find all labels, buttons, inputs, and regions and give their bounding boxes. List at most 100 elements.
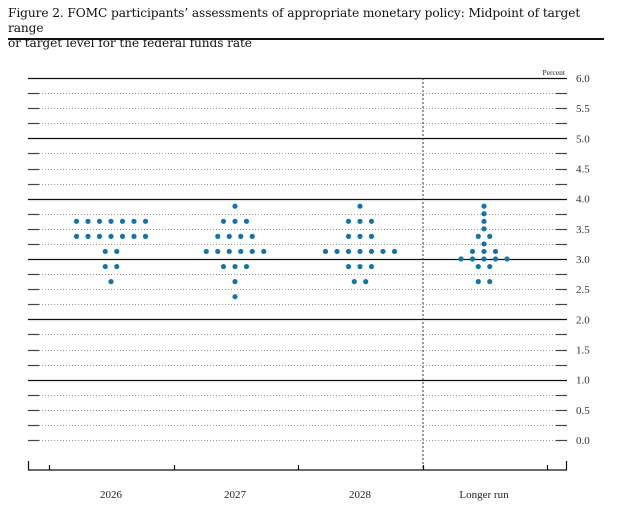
participant-dot [351,279,357,285]
participant-dot [102,248,108,255]
participant-dot [475,263,481,270]
y-tick-label: 5.5 [576,103,590,115]
participant-dot [232,294,238,300]
y-tick-label: 3.0 [576,254,590,266]
participant-dot [475,233,481,239]
dot-group-2026 [73,218,149,285]
participant-dot [232,263,238,270]
participant-dot [481,218,487,224]
y-axis-labels: 0.0 0.5 1.0 1.5 2.0 2.5 3.0 3.5 4.0 4.5 5.0 5.5 6.0 [576,73,590,447]
participant-dot [487,279,493,285]
participant-dot [85,218,91,224]
participant-dot [243,218,250,224]
participant-dot [492,248,499,255]
participant-dot [334,248,340,255]
participant-dot [73,218,80,224]
y-tick-label: 5.0 [576,133,590,145]
participant-dot [226,233,232,239]
participant-dot [345,263,352,270]
participant-dot [458,256,464,262]
dots-layer [73,203,510,300]
participant-dot [249,233,255,239]
participant-dot [238,248,244,255]
participant-dot [368,263,375,270]
participant-dot [131,233,137,239]
participant-dot [487,263,493,270]
participant-dot [85,233,91,239]
participant-dot [357,248,363,255]
participant-dot [481,211,487,217]
unit-label: Percent [543,68,566,77]
participant-dot [243,263,250,270]
participant-dot [469,248,476,255]
participant-dot [380,248,386,255]
participant-dot [481,241,487,247]
participant-dot [96,218,103,224]
participant-dot [232,218,238,224]
x-axis: 2026 2027 2028 Longer run [27,461,568,501]
participant-dot [481,226,487,232]
participant-dot [220,218,227,224]
participant-dot [345,248,352,255]
y-tick-label: 1.0 [576,375,590,387]
participant-dot [238,233,244,239]
participant-dot [504,256,510,262]
participant-dot [73,233,80,239]
participant-dot [492,256,499,262]
y-tick-label: 6.0 [576,73,590,85]
y-tick-label: 0.0 [576,435,590,447]
participant-dot [232,203,238,209]
participant-dot [345,233,352,239]
participant-dot [475,279,481,285]
participant-dot [114,263,120,270]
participant-dot [215,233,221,239]
participant-dot [108,218,114,224]
participant-dot [322,248,329,255]
participant-dot [108,279,114,285]
participant-dot [226,248,232,255]
participant-dot [249,248,255,255]
participant-dot [368,233,375,239]
participant-dot [357,263,363,270]
y-tick-label: 0.5 [576,405,590,417]
participant-dot [203,248,209,255]
x-category-label: 2028 [349,489,372,501]
participant-dot [220,263,227,270]
participant-dot [142,233,149,239]
participant-dot [368,218,375,224]
participant-dot [469,256,476,262]
participant-dot [481,256,487,262]
y-tick-label: 3.5 [576,224,590,236]
y-tick-label: 2.0 [576,314,590,326]
participant-dot [357,203,363,209]
participant-dot [96,233,103,239]
participant-dot [357,218,363,224]
figure-title-line-1: Figure 2. FOMC participants’ assessments… [8,6,581,35]
participant-dot [481,203,487,209]
participant-dot [391,248,398,255]
participant-dot [215,248,221,255]
title-rule [8,38,604,40]
y-tick-label: 4.0 [576,194,590,206]
participant-dot [142,218,149,224]
y-tick-label: 2.5 [576,284,590,296]
participant-dot [357,233,363,239]
x-category-label: Longer run [459,489,509,501]
participant-dot [368,248,375,255]
y-tick-label: 4.5 [576,164,590,176]
participant-dot [363,279,369,285]
y-tick-label: 1.5 [576,345,590,357]
participant-dot [345,218,352,224]
x-category-label: 2027 [224,489,247,501]
participant-dot [108,233,114,239]
participant-dot [119,218,126,224]
dot-group-2027 [203,203,267,300]
participant-dot [131,218,137,224]
participant-dot [114,248,120,255]
dot-group-2028 [322,203,398,285]
participant-dot [487,233,493,239]
participant-dot [481,248,487,255]
participant-dot [261,248,267,255]
participant-dot [232,279,238,285]
